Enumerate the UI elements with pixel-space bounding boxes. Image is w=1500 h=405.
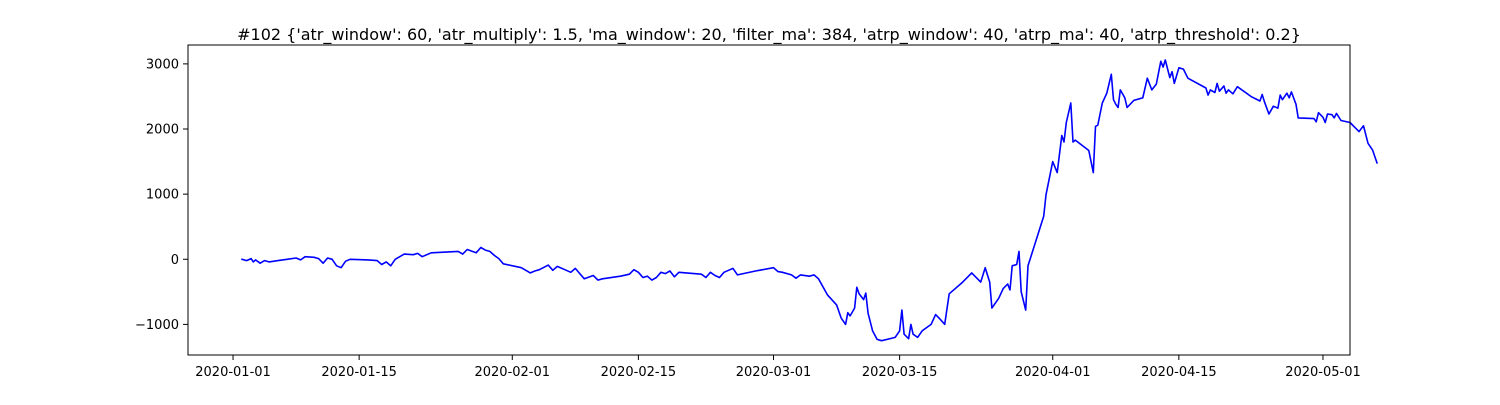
y-tick-label: 2000 <box>146 123 179 138</box>
x-tick-label: 2020-02-15 <box>601 365 677 380</box>
y-axis: −1000 0 1000 2000 3000 <box>135 57 188 333</box>
y-tick-label: −1000 <box>135 318 179 333</box>
x-tick-label: 2020-05-01 <box>1285 365 1361 380</box>
chart-title: #102 {'atr_window': 60, 'atr_multiply': … <box>237 25 1301 45</box>
series-layer <box>241 59 1379 342</box>
x-tick-label: 2020-03-01 <box>736 365 812 380</box>
series-line <box>241 59 1379 342</box>
x-tick-label: 2020-01-15 <box>321 365 397 380</box>
x-tick-label: 2020-01-01 <box>195 365 271 380</box>
x-tick-label: 2020-02-01 <box>474 365 550 380</box>
x-axis: 2020-01-01 2020-01-15 2020-02-01 2020-02-15… <box>195 355 1361 380</box>
y-tick-label: 0 <box>171 253 179 268</box>
x-tick-label: 2020-04-15 <box>1141 365 1217 380</box>
x-tick-label: 2020-04-01 <box>1015 365 1091 380</box>
y-tick-label: 3000 <box>146 57 179 72</box>
plot-area-frame <box>187 44 1351 356</box>
y-tick-label: 1000 <box>146 188 179 203</box>
x-tick-label: 2020-03-15 <box>862 365 938 380</box>
